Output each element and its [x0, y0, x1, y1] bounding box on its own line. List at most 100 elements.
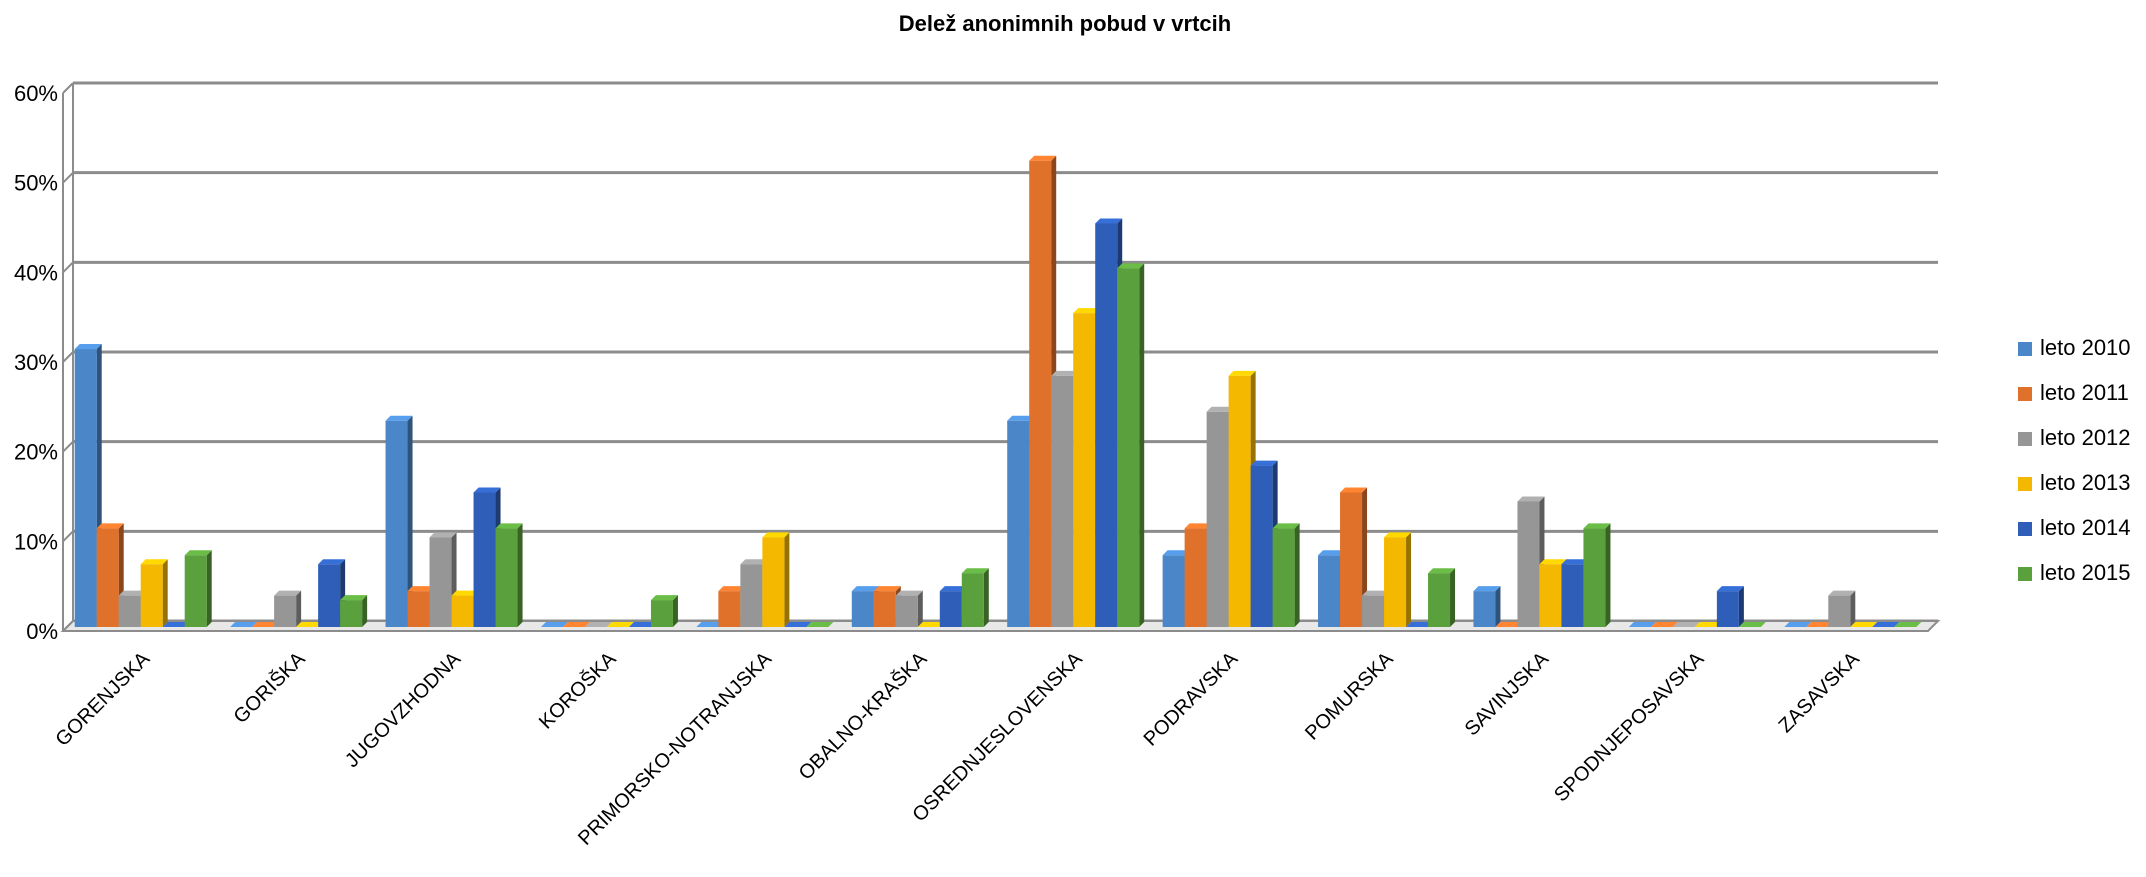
- gridlines: [62, 81, 1938, 632]
- bar-front: [1428, 573, 1451, 627]
- bar: [1694, 622, 1722, 627]
- bar-top: [340, 595, 368, 601]
- bar-side: [1139, 263, 1145, 627]
- bar-top: [762, 532, 790, 538]
- y-tick-label: 60%: [14, 81, 58, 106]
- bar-top: [540, 622, 568, 627]
- bar: [806, 622, 834, 627]
- bar: [1650, 622, 1678, 627]
- bar: [895, 590, 923, 627]
- legend-label: leto 2015: [2040, 560, 2131, 585]
- bar-front: [1073, 313, 1096, 627]
- bar-front: [740, 564, 763, 627]
- bar-top: [274, 590, 302, 596]
- bar-front: [1162, 555, 1185, 627]
- legend-item: leto 2012: [2018, 425, 2131, 450]
- bar-top: [118, 590, 146, 596]
- bar-front: [118, 595, 141, 627]
- axes: 0% 10% 20% 30% 40% 50% 60%: [14, 81, 1941, 644]
- bar-front: [274, 595, 297, 627]
- bar: [628, 622, 656, 627]
- bar: [1495, 622, 1523, 627]
- legend-label: leto 2012: [2040, 425, 2131, 450]
- bar-side: [1406, 532, 1412, 627]
- bar: [696, 622, 724, 627]
- bar-front: [1561, 564, 1584, 627]
- bar-top: [1672, 622, 1700, 627]
- bar: [1716, 586, 1744, 627]
- bar-front: [650, 600, 673, 627]
- x-tick-label: SAVINJSKA: [1461, 648, 1554, 741]
- legend-item: leto 2015: [2018, 560, 2131, 585]
- y-tick-label: 50%: [14, 171, 58, 196]
- legend-item: leto 2010: [2018, 335, 2131, 360]
- y-tick-label: 0%: [26, 619, 58, 644]
- bar-top: [1850, 622, 1878, 627]
- bar-front: [1029, 160, 1052, 627]
- bar-top: [296, 622, 324, 627]
- bar-side: [407, 415, 413, 627]
- legend-swatch: [2018, 477, 2032, 491]
- bar-front: [961, 573, 984, 627]
- bar-top: [1473, 586, 1501, 592]
- bar-side: [784, 532, 790, 627]
- x-tick-label: OBALNO-KRAŠKA: [794, 647, 932, 785]
- bar-top: [1117, 263, 1145, 269]
- bar-top: [718, 586, 746, 592]
- gridline-depth: [62, 171, 74, 184]
- bar: [1428, 568, 1456, 627]
- bar-front: [1384, 537, 1407, 627]
- bar-top: [1495, 622, 1523, 627]
- bar-front: [96, 528, 119, 627]
- bar: [1628, 622, 1656, 627]
- bar: [1340, 487, 1368, 627]
- bar-top: [740, 559, 768, 565]
- bar: [584, 622, 612, 627]
- bar-top: [1784, 622, 1812, 627]
- bar-front: [318, 564, 341, 627]
- bar-top: [1051, 370, 1079, 376]
- x-tick-label: POMURSKA: [1301, 648, 1398, 745]
- bar-front: [1517, 501, 1540, 627]
- bar-top: [1162, 550, 1190, 556]
- bar: [230, 622, 258, 627]
- x-axis-labels: GORENJSKA GORIŠKA JUGOVZHODNA KOROŠKAPRIMOR…: [51, 647, 1864, 850]
- bar-top: [584, 622, 612, 627]
- bar-side: [296, 590, 302, 627]
- bar-top: [1184, 523, 1212, 529]
- bar-front: [1228, 375, 1251, 627]
- bar: [296, 622, 324, 627]
- bar-side: [1450, 568, 1456, 627]
- bar-top: [696, 622, 724, 627]
- bar-top: [1228, 370, 1256, 376]
- x-tick-label: ZASAVSKA: [1775, 648, 1865, 738]
- bars: [74, 155, 1922, 627]
- bar-front: [1539, 564, 1562, 627]
- bar-top: [1872, 622, 1900, 627]
- bar-top: [1806, 622, 1834, 627]
- bar-top: [1095, 218, 1123, 224]
- legend-item: leto 2011: [2018, 380, 2129, 405]
- bar: [1384, 532, 1412, 627]
- bar-top: [140, 559, 168, 565]
- bar-top: [407, 586, 435, 592]
- legend-label: leto 2010: [2040, 335, 2131, 360]
- bar: [495, 523, 523, 627]
- bar-side: [983, 568, 989, 627]
- bar-side: [517, 523, 523, 627]
- bar: [252, 622, 280, 627]
- bar-top: [873, 586, 901, 592]
- bar-front: [495, 528, 518, 627]
- y-tick-label: 10%: [14, 529, 58, 554]
- bar: [274, 590, 302, 627]
- bar-front: [1318, 555, 1341, 627]
- bar: [784, 622, 812, 627]
- bar-top: [917, 622, 945, 627]
- legend: leto 2010 leto 2011 leto 2012 leto 2013 leto…: [2018, 335, 2131, 585]
- bar-top: [562, 622, 590, 627]
- bar-front: [1272, 528, 1295, 627]
- bar-top: [1894, 622, 1922, 627]
- floor: [60, 620, 1941, 632]
- bar-front: [451, 595, 474, 627]
